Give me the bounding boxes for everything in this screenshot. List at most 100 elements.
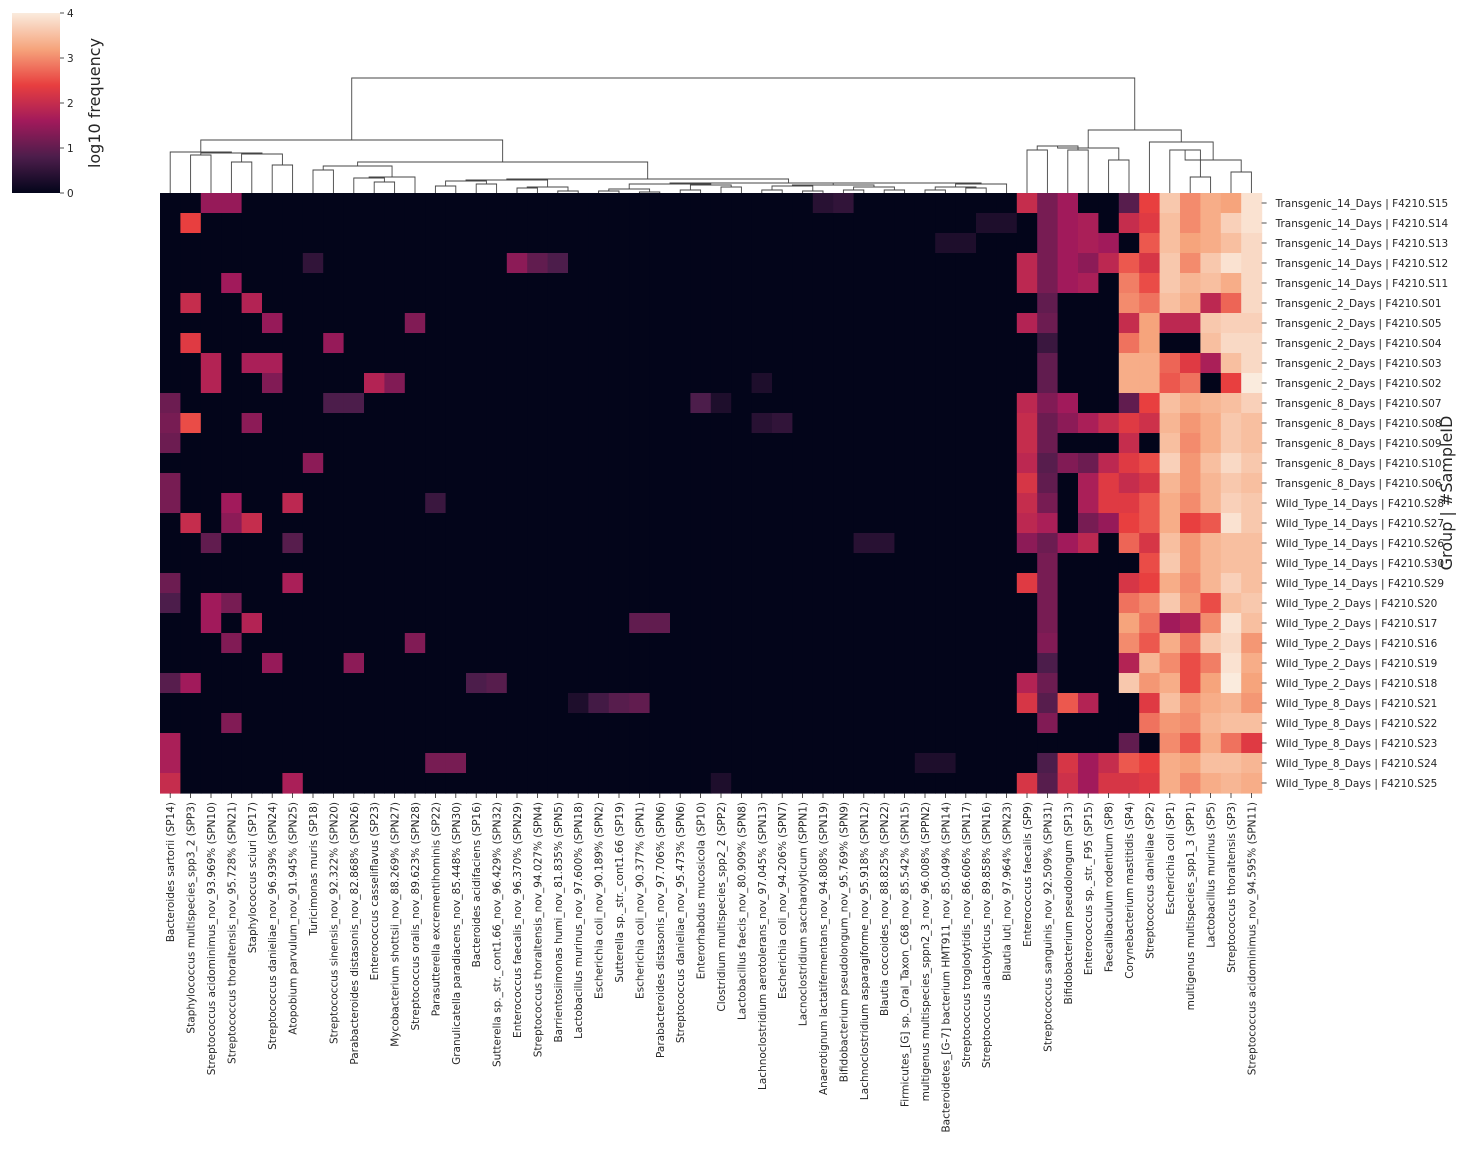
heatmap-cell — [1200, 433, 1222, 454]
heatmap-cell — [853, 473, 875, 494]
heatmap-cell — [527, 233, 549, 254]
heatmap-cell — [343, 253, 365, 274]
heatmap-cell — [833, 673, 855, 694]
heatmap-cell — [996, 533, 1018, 554]
heatmap-cell — [833, 593, 855, 614]
heatmap-cell — [710, 413, 732, 434]
heatmap-cell — [466, 373, 487, 394]
heatmap-cell — [812, 373, 834, 394]
heatmap-cell — [1037, 573, 1059, 594]
heatmap-cell — [690, 253, 712, 274]
heatmap-cell — [996, 313, 1018, 334]
heatmap-cell — [894, 193, 916, 214]
row-label: Transgenic_14_Days | F4210.S14 — [1275, 218, 1449, 230]
heatmap-cell — [343, 533, 365, 554]
heatmap-cell — [996, 553, 1018, 574]
heatmap-cell — [1159, 513, 1181, 534]
heatmap-cell — [833, 693, 855, 714]
heatmap-cell — [384, 373, 406, 394]
heatmap-cell — [262, 493, 283, 514]
heatmap-cell — [506, 613, 528, 634]
column-label: Bacteroides acidifaciens (SP16) — [471, 802, 483, 967]
heatmap-cell — [527, 333, 549, 354]
heatmap-cell — [812, 353, 834, 374]
heatmap-cell — [343, 353, 365, 374]
heatmap-cell — [1057, 593, 1079, 614]
heatmap-cell — [731, 673, 753, 694]
heatmap-cell — [241, 753, 263, 774]
heatmap-cell — [1078, 393, 1099, 414]
heatmap-cell — [425, 213, 447, 234]
heatmap-cell — [1078, 753, 1099, 774]
heatmap-cell — [772, 473, 793, 494]
heatmap-cell — [710, 513, 732, 534]
heatmap-cell — [160, 193, 181, 214]
heatmap-cell — [731, 553, 753, 574]
heatmap-cell — [608, 473, 630, 494]
heatmap-cell — [935, 253, 957, 274]
heatmap-cell — [343, 313, 365, 334]
heatmap-cell — [690, 773, 712, 794]
heatmap-cell — [996, 673, 1018, 694]
heatmap-cell — [629, 373, 651, 394]
heatmap-cell — [935, 293, 957, 314]
heatmap-cell — [1180, 433, 1201, 454]
column-label: Lacnoclostridium saccharolyticum (SPPN1) — [798, 802, 810, 1026]
heatmap-cell — [1037, 473, 1059, 494]
heatmap-cell — [180, 493, 202, 514]
heatmap-cell — [1241, 313, 1263, 334]
heatmap-cell — [976, 253, 997, 274]
heatmap-cell — [1139, 593, 1161, 614]
heatmap-cell — [1118, 253, 1140, 274]
heatmap-cell — [670, 553, 691, 574]
heatmap-cell — [1098, 533, 1120, 554]
heatmap-cell — [160, 673, 181, 694]
heatmap-cell — [302, 393, 324, 414]
heatmap-cell — [608, 313, 630, 334]
heatmap-cell — [690, 353, 712, 374]
heatmap-cell — [1241, 693, 1263, 714]
heatmap-cell — [608, 453, 630, 474]
heatmap-cell — [282, 513, 304, 534]
heatmap-cell — [200, 253, 222, 274]
heatmap-cell — [1098, 353, 1120, 374]
heatmap-cell — [629, 293, 651, 314]
heatmap-cell — [282, 353, 304, 374]
heatmap-cell — [874, 373, 895, 394]
heatmap-cell — [874, 533, 895, 554]
heatmap-cell — [506, 653, 528, 674]
heatmap-cell — [343, 633, 365, 654]
heatmap-cell — [649, 193, 671, 214]
heatmap-cell — [1098, 493, 1120, 514]
heatmap-cell — [1139, 513, 1161, 534]
heatmap-cell — [670, 453, 691, 474]
heatmap-cell — [506, 453, 528, 474]
heatmap-cell — [874, 193, 895, 214]
heatmap-cell — [527, 593, 549, 614]
heatmap-cell — [568, 213, 589, 234]
heatmap-cell — [547, 313, 569, 334]
heatmap-cell — [262, 413, 283, 434]
dendrogram-link — [1087, 129, 1182, 148]
heatmap-cell — [1016, 633, 1038, 654]
dendrogram-link — [638, 191, 661, 193]
heatmap-cell — [200, 293, 222, 314]
heatmap-cell — [874, 593, 895, 614]
heatmap-cell — [445, 233, 467, 254]
heatmap-cell — [649, 713, 671, 734]
dendrogram-link — [557, 190, 579, 193]
heatmap-cell — [302, 413, 324, 434]
heatmap-cell — [833, 273, 855, 294]
heatmap-cell — [302, 713, 324, 734]
heatmap-cell — [445, 393, 467, 414]
heatmap-cell — [568, 193, 589, 214]
heatmap-cell — [1200, 413, 1222, 434]
heatmap-cell — [914, 713, 936, 734]
heatmap-cell — [670, 753, 691, 774]
heatmap-cell — [425, 693, 447, 714]
heatmap-cell — [976, 673, 997, 694]
heatmap-cell — [1016, 493, 1038, 514]
heatmap-cell — [160, 593, 181, 614]
heatmap-cell — [812, 633, 834, 654]
heatmap-cell — [568, 353, 589, 374]
